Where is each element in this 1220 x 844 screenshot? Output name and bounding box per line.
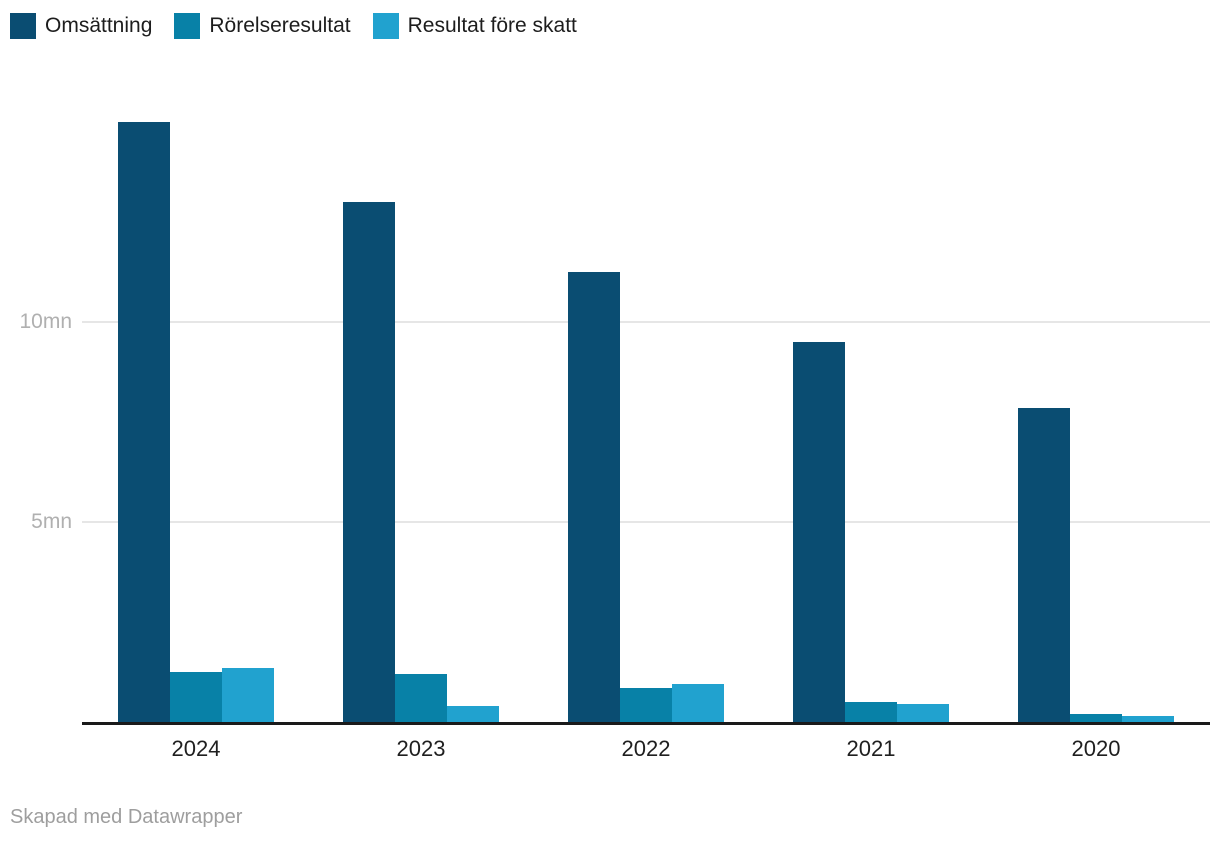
bar-2022-resultat-f-re-skatt[interactable] (672, 684, 724, 722)
bar-2021-resultat-f-re-skatt[interactable] (897, 704, 949, 722)
bar-2020-resultat-f-re-skatt[interactable] (1122, 716, 1174, 722)
x-axis-label-2020: 2020 (1071, 736, 1121, 761)
x-axis-label-2024: 2024 (171, 736, 221, 761)
bar-2024-resultat-f-re-skatt[interactable] (222, 668, 274, 722)
legend-swatch-icon (174, 13, 201, 39)
bar-2024-r-relseresultat[interactable] (170, 672, 222, 722)
legend-label: Rörelseresultat (209, 14, 351, 37)
legend-swatch-icon (10, 13, 36, 39)
bar-2020-r-relseresultat[interactable] (1070, 714, 1122, 722)
bar-2023-resultat-f-re-skatt[interactable] (447, 706, 499, 722)
legend-item-r-relseresultat: Rörelseresultat (174, 13, 351, 39)
datawrapper-credit-link[interactable]: Skapad med Datawrapper (10, 806, 243, 828)
y-axis-tick-label: 5mn (31, 510, 72, 533)
legend-item-oms-ttning: Omsättning (10, 13, 152, 39)
bar-2021-oms-ttning[interactable] (793, 342, 845, 722)
bar-2022-r-relseresultat[interactable] (620, 688, 672, 722)
gridline-5mn (82, 521, 1210, 523)
bar-2023-oms-ttning[interactable] (343, 202, 395, 722)
legend: Omsättning Rörelseresultat Resultat före s… (10, 13, 577, 39)
bar-2024-oms-ttning[interactable] (118, 122, 170, 722)
legend-item-resultat-f-re-skatt: Resultat före skatt (372, 13, 577, 39)
x-axis-line (82, 722, 1210, 725)
legend-swatch-icon (372, 13, 399, 39)
y-axis-tick-label: 10mn (19, 310, 72, 333)
bar-2022-oms-ttning[interactable] (568, 272, 620, 722)
bar-2020-oms-ttning[interactable] (1018, 408, 1070, 722)
bar-2021-r-relseresultat[interactable] (845, 702, 897, 722)
x-axis-label-2023: 2023 (396, 736, 446, 761)
gridline-10mn (82, 321, 1210, 323)
x-axis-label-2022: 2022 (621, 736, 671, 761)
bar-2023-r-relseresultat[interactable] (395, 674, 447, 722)
legend-label: Omsättning (45, 14, 153, 37)
legend-label: Resultat före skatt (407, 14, 577, 37)
x-axis-label-2021: 2021 (846, 736, 896, 761)
